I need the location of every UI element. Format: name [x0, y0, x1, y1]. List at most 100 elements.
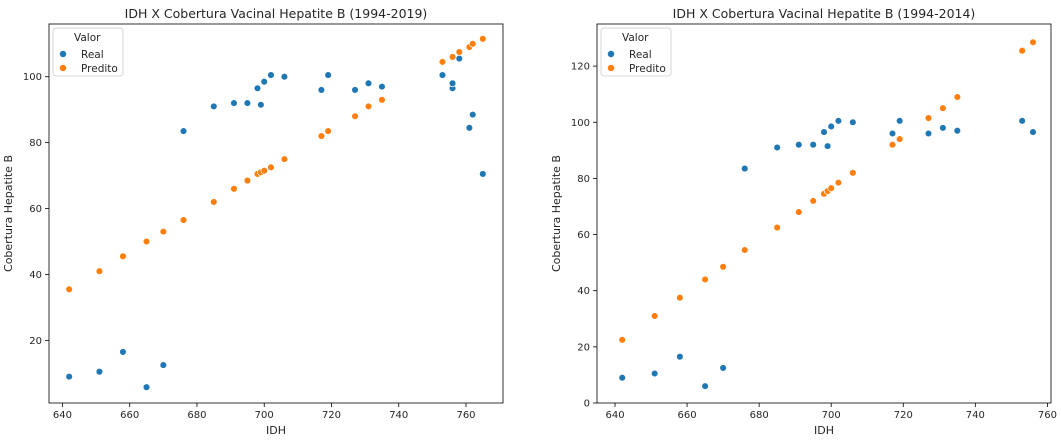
data-point-predito [364, 102, 373, 111]
data-point-real [324, 71, 332, 79]
data-point-real [455, 54, 464, 63]
y-tick-label: 60 [29, 204, 42, 215]
y-tick-label: 40 [577, 286, 590, 297]
data-point-real [468, 110, 477, 119]
data-point-real [650, 369, 659, 378]
data-point-predito [267, 163, 275, 172]
data-point-predito [834, 178, 843, 187]
data-point-real [364, 79, 373, 88]
data-point-predito [701, 275, 709, 284]
data-point-predito [479, 35, 487, 43]
plot-area: 640 660 680 700 720 740 760 0 20 40 60 80 100 120 [571, 23, 1057, 421]
legend-box [600, 27, 672, 77]
data-point-real [676, 352, 684, 361]
data-point-predito [280, 155, 289, 163]
data-point-predito [230, 185, 238, 193]
data-point-real [448, 79, 457, 88]
data-point-real [820, 128, 828, 136]
x-tick-label: 660 [678, 410, 697, 421]
data-point-predito [650, 312, 659, 320]
data-point-predito [1029, 38, 1037, 46]
legend: Valor Real Predito [52, 27, 124, 77]
data-point-real [740, 164, 749, 173]
y-tick-label: 80 [29, 138, 42, 149]
data-point-real [280, 72, 289, 81]
data-point-real [939, 124, 947, 132]
legend-title: Valor [622, 32, 649, 44]
data-point-predito [438, 58, 447, 66]
legend-label-predito: Predito [629, 63, 666, 75]
data-point-real [142, 383, 151, 391]
data-point-predito [95, 267, 104, 275]
chart-title: IDH X Cobertura Vacinal Hepatite B (1994… [673, 6, 976, 21]
legend: Valor Real Predito [600, 27, 672, 77]
y-tick-label: 80 [577, 174, 590, 185]
data-point-predito [378, 96, 386, 104]
legend-marker-real [59, 50, 67, 58]
data-point-real [849, 118, 857, 127]
chart-left: IDH X Cobertura Vacinal Hepatite B (1994… [2, 6, 504, 437]
data-point-real [834, 117, 843, 125]
data-point-predito [1018, 46, 1026, 55]
data-point-predito [719, 263, 727, 271]
data-point-predito [888, 140, 897, 149]
data-point-predito [924, 114, 933, 122]
legend-title: Valor [74, 32, 101, 44]
data-point-predito [210, 198, 218, 206]
y-tick-label: 100 [571, 118, 590, 129]
data-point-real [210, 102, 218, 111]
data-point-predito [119, 252, 127, 261]
y-tick-label: 40 [29, 270, 42, 281]
data-point-predito [809, 197, 817, 205]
data-point-predito [142, 237, 151, 246]
data-point-predito [260, 166, 268, 175]
y-tick-label: 20 [29, 336, 42, 347]
data-point-real [378, 82, 386, 91]
legend-label-real: Real [629, 49, 652, 61]
data-point-real [618, 373, 626, 382]
data-point-predito [65, 285, 73, 294]
data-point-real [827, 122, 835, 131]
data-point-real [465, 124, 474, 132]
data-point-predito [159, 227, 168, 236]
data-point-real [701, 382, 709, 390]
data-point-real [119, 348, 127, 356]
data-point-real [479, 170, 487, 178]
x-tick-label: 680 [750, 410, 769, 421]
data-point-predito [618, 336, 626, 344]
data-point-real [260, 77, 268, 86]
data-point-real [795, 140, 803, 149]
data-point-real [230, 99, 238, 107]
y-tick-label: 0 [584, 399, 590, 410]
data-point-predito [849, 169, 857, 177]
data-point-real [809, 140, 817, 149]
y-tick-label: 20 [577, 342, 590, 353]
data-point-real [1018, 117, 1026, 125]
data-point-predito [895, 135, 904, 143]
data-point-real [924, 129, 933, 138]
x-tick-label: 760 [456, 410, 475, 421]
y-tick-label: 60 [577, 230, 590, 241]
x-tick-label: 740 [389, 410, 408, 421]
data-point-predito [676, 293, 684, 302]
plot-area: 640 660 680 700 720 740 760 20 40 60 80 100 [23, 23, 504, 421]
x-tick-label: 640 [605, 410, 624, 421]
data-point-predito [317, 132, 326, 140]
data-point-real [351, 86, 359, 94]
data-point-real [159, 361, 168, 369]
data-point-predito [243, 176, 252, 185]
x-tick-label: 720 [322, 410, 341, 421]
x-tick-label: 760 [1038, 410, 1057, 421]
data-point-real [243, 99, 252, 107]
data-point-real [253, 84, 262, 93]
legend-label-predito: Predito [81, 63, 118, 75]
data-point-real [895, 117, 904, 125]
data-point-real [1029, 128, 1037, 136]
data-point-real [719, 364, 727, 372]
data-point-predito [448, 53, 457, 61]
legend-marker-real [607, 50, 615, 58]
data-point-predito [324, 127, 332, 135]
data-point-predito [939, 104, 947, 112]
data-point-real [888, 129, 897, 138]
